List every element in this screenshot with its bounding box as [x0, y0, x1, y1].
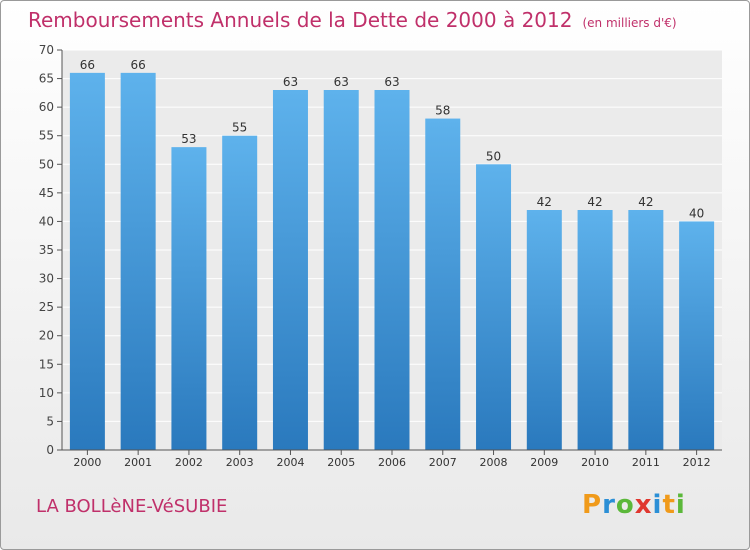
x-tick-label: 2006 — [378, 456, 406, 469]
x-tick-label: 2008 — [480, 456, 508, 469]
bar — [679, 221, 715, 450]
bar — [577, 210, 613, 450]
bar — [476, 164, 512, 451]
chart-subtitle: (en milliers d'€) — [582, 16, 677, 30]
bar — [222, 135, 258, 450]
y-tick-label: 40 — [39, 214, 54, 228]
y-tick-label: 60 — [39, 100, 54, 114]
data-label: 42 — [587, 195, 602, 209]
y-tick-label: 50 — [39, 157, 54, 171]
y-tick-label: 25 — [39, 300, 54, 314]
location-name: LA BOLLèNE-VéSUBIE — [36, 496, 228, 517]
x-tick-label: 2007 — [429, 456, 457, 469]
x-tick-label: 2004 — [276, 456, 304, 469]
data-label: 58 — [435, 104, 450, 118]
data-label: 66 — [80, 58, 95, 72]
bar — [272, 90, 308, 450]
bar — [628, 210, 664, 450]
bar — [526, 210, 562, 450]
data-label: 40 — [689, 206, 704, 220]
data-label: 63 — [334, 75, 349, 89]
y-tick-label: 0 — [46, 443, 54, 457]
data-label: 42 — [537, 195, 552, 209]
bar — [69, 72, 105, 450]
x-tick-label: 2012 — [683, 456, 711, 469]
y-tick-label: 10 — [39, 386, 54, 400]
bar — [425, 118, 461, 451]
y-tick-label: 20 — [39, 329, 54, 343]
bar — [374, 90, 410, 450]
x-tick-label: 2011 — [632, 456, 660, 469]
y-tick-label: 70 — [39, 43, 54, 57]
y-tick-label: 45 — [39, 186, 54, 200]
x-tick-label: 2009 — [530, 456, 558, 469]
x-tick-label: 2003 — [226, 456, 254, 469]
data-label: 53 — [181, 132, 196, 146]
x-tick-label: 2010 — [581, 456, 609, 469]
data-label: 66 — [131, 58, 146, 72]
data-label: 63 — [384, 75, 399, 89]
bar — [171, 147, 207, 450]
bar — [323, 90, 359, 450]
y-tick-label: 5 — [46, 414, 54, 428]
proxiti-logo: Proxiti — [582, 490, 686, 520]
chart-title: Remboursements Annuels de la Dette de 20… — [28, 8, 677, 32]
bar — [120, 72, 156, 450]
x-tick-label: 2001 — [124, 456, 152, 469]
x-tick-label: 2005 — [327, 456, 355, 469]
data-label: 42 — [638, 195, 653, 209]
y-tick-label: 55 — [39, 129, 54, 143]
y-tick-label: 15 — [39, 357, 54, 371]
data-label: 63 — [283, 75, 298, 89]
data-label: 50 — [486, 149, 501, 163]
y-tick-label: 35 — [39, 243, 54, 257]
data-label: 55 — [232, 121, 247, 135]
y-tick-label: 65 — [39, 72, 54, 86]
x-tick-label: 2000 — [73, 456, 101, 469]
y-tick-label: 30 — [39, 272, 54, 286]
x-tick-label: 2002 — [175, 456, 203, 469]
